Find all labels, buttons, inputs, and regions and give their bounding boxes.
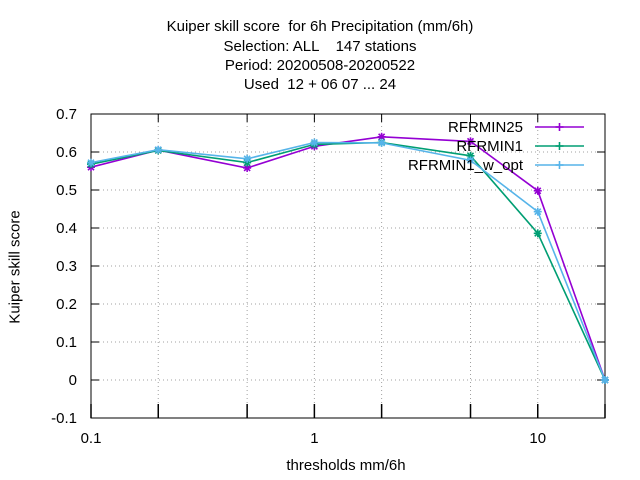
x-axis-label: thresholds mm/6h xyxy=(286,457,406,474)
series-2-point xyxy=(310,138,319,147)
title-line-4: Used 12 + 06 07 ... 24 xyxy=(243,76,397,93)
title-line-1: Kuiper skill score for 6h Precipitation … xyxy=(166,18,474,35)
x-tick-label: 1 xyxy=(310,430,318,447)
x-tick-label: 0.1 xyxy=(81,430,102,447)
y-axis-label: Kuiper skill score xyxy=(6,210,24,324)
series-line-1 xyxy=(90,141,606,381)
y-tick-label: 0 xyxy=(69,372,77,389)
series-0-point xyxy=(466,137,475,146)
series-0-point xyxy=(533,186,542,195)
series-2-point xyxy=(87,158,95,167)
title-line-2: Selection: ALL 147 stations xyxy=(223,38,417,55)
series-2-point xyxy=(154,145,163,154)
series-2-point xyxy=(533,207,542,216)
y-tick-label: 0.4 xyxy=(56,220,77,237)
legend-label-0: RFRMIN25 xyxy=(448,119,523,136)
legend-label-2: RFRMIN1_w_opt xyxy=(408,157,524,174)
series-0-point xyxy=(377,132,386,141)
series-line-2 xyxy=(90,141,606,381)
series-2-point xyxy=(601,376,609,384)
x-tick-label: 10 xyxy=(529,430,546,447)
y-tick-label: 0.2 xyxy=(56,296,77,313)
y-tick-label: 0.1 xyxy=(56,334,77,351)
y-tick-label: 0.7 xyxy=(56,106,77,123)
series-2-point xyxy=(243,154,252,163)
title-line-3: Period: 20200508-20200522 xyxy=(224,57,416,74)
series-2-point xyxy=(377,138,386,147)
series-2-point xyxy=(466,156,475,165)
y-tick-label: 0.5 xyxy=(56,182,77,199)
y-tick-label: 0.6 xyxy=(56,144,77,161)
series-line-0 xyxy=(90,135,606,381)
y-tick-label: 0.3 xyxy=(56,258,77,275)
plot-frame xyxy=(90,113,606,419)
y-tick-label: -0.1 xyxy=(51,410,77,427)
legend-label-1: RFRMIN1 xyxy=(456,138,523,155)
series-0-point xyxy=(243,163,252,172)
series-1-point xyxy=(533,229,542,238)
